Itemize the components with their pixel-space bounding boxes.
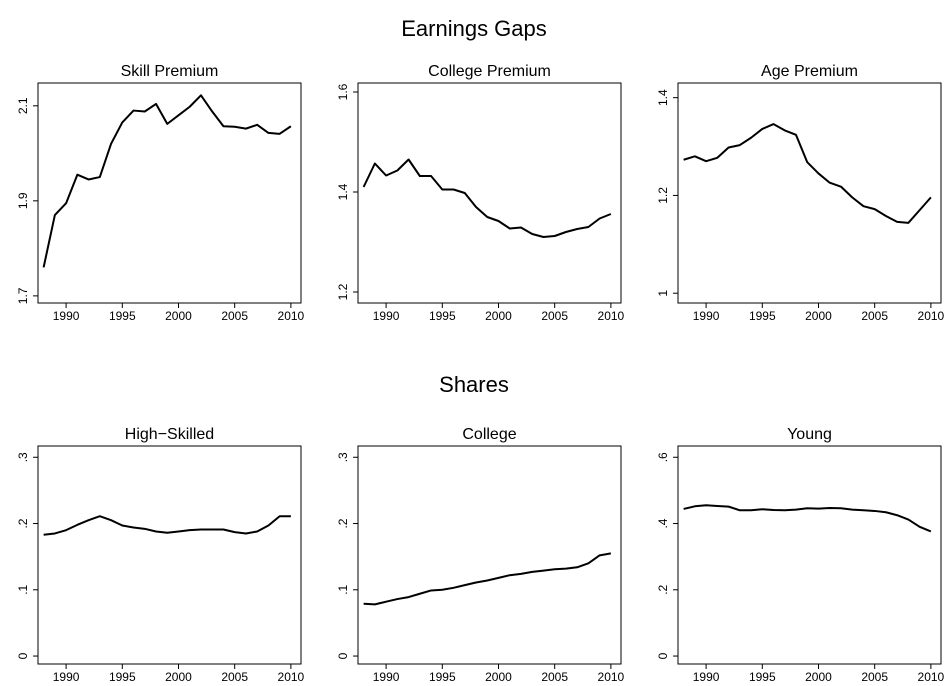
x-tick-label: 1995 bbox=[109, 309, 136, 323]
plot-frame bbox=[357, 445, 622, 665]
plot-frame bbox=[37, 445, 302, 665]
panel-title: College bbox=[462, 426, 516, 443]
y-tick-label: 1.7 bbox=[16, 287, 30, 304]
panel-title: Age Premium bbox=[761, 63, 858, 80]
y-tick-label: .1 bbox=[16, 584, 30, 594]
section-title: Shares bbox=[439, 372, 509, 397]
y-tick-label: .2 bbox=[336, 518, 350, 528]
y-tick-label: 1.9 bbox=[16, 192, 30, 209]
y-tick-label: .2 bbox=[656, 584, 670, 594]
x-tick-label: 2010 bbox=[598, 670, 625, 684]
data-line bbox=[363, 552, 612, 606]
x-tick-label: 2000 bbox=[485, 670, 512, 684]
x-tick-label: 2010 bbox=[278, 670, 305, 684]
x-tick-label: 2000 bbox=[485, 309, 512, 323]
x-tick-label: 2000 bbox=[805, 309, 832, 323]
x-tick-label: 2010 bbox=[918, 309, 945, 323]
x-tick-label: 1990 bbox=[693, 309, 720, 323]
x-tick-label: 2010 bbox=[278, 309, 305, 323]
panel-title: College Premium bbox=[428, 63, 551, 80]
x-tick-label: 1995 bbox=[749, 670, 776, 684]
section-title: Earnings Gaps bbox=[401, 16, 547, 41]
x-tick-label: 2005 bbox=[541, 309, 568, 323]
plot-frame bbox=[677, 82, 942, 304]
x-tick-label: 1995 bbox=[749, 309, 776, 323]
panel-title: Young bbox=[787, 426, 832, 443]
y-tick-label: 2.1 bbox=[16, 97, 30, 114]
y-tick-label: .6 bbox=[656, 452, 670, 462]
data-line bbox=[683, 504, 932, 533]
y-tick-label: 1.2 bbox=[336, 283, 350, 300]
y-tick-label: 0 bbox=[336, 652, 350, 659]
x-tick-label: 2005 bbox=[541, 670, 568, 684]
plot-frame bbox=[677, 445, 942, 665]
panel-title: High−Skilled bbox=[125, 426, 214, 443]
y-tick-label: .3 bbox=[336, 452, 350, 462]
x-tick-label: 1990 bbox=[693, 670, 720, 684]
x-tick-label: 1990 bbox=[373, 670, 400, 684]
x-tick-label: 2010 bbox=[598, 309, 625, 323]
x-tick-label: 2005 bbox=[861, 309, 888, 323]
y-tick-label: 0 bbox=[16, 652, 30, 659]
x-tick-label: 1990 bbox=[53, 670, 80, 684]
panel-title: Skill Premium bbox=[121, 63, 219, 80]
x-tick-label: 2010 bbox=[918, 670, 945, 684]
x-tick-label: 2005 bbox=[861, 670, 888, 684]
y-tick-label: 1 bbox=[656, 290, 670, 297]
x-tick-label: 2000 bbox=[165, 670, 192, 684]
x-tick-label: 2005 bbox=[221, 670, 248, 684]
x-tick-label: 2000 bbox=[165, 309, 192, 323]
x-tick-label: 1995 bbox=[109, 670, 136, 684]
x-tick-label: 2000 bbox=[805, 670, 832, 684]
data-line bbox=[362, 158, 612, 238]
y-tick-label: .2 bbox=[16, 518, 30, 528]
data-line bbox=[43, 515, 291, 536]
y-tick-label: 1.2 bbox=[656, 187, 670, 204]
y-tick-label: 1.4 bbox=[656, 89, 670, 106]
x-tick-label: 2005 bbox=[221, 309, 248, 323]
x-tick-label: 1995 bbox=[429, 670, 456, 684]
x-tick-label: 1990 bbox=[373, 309, 400, 323]
y-tick-label: .1 bbox=[336, 584, 350, 594]
y-tick-label: .3 bbox=[16, 452, 30, 462]
plot-frame bbox=[37, 82, 302, 304]
y-tick-label: 1.4 bbox=[336, 183, 350, 200]
y-tick-label: .4 bbox=[656, 518, 670, 528]
x-tick-label: 1995 bbox=[429, 309, 456, 323]
data-line bbox=[42, 94, 292, 268]
data-line bbox=[683, 123, 932, 224]
plot-frame bbox=[357, 82, 622, 304]
y-tick-label: 1.6 bbox=[336, 83, 350, 100]
x-tick-label: 1990 bbox=[53, 309, 80, 323]
y-tick-label: 0 bbox=[656, 652, 670, 659]
